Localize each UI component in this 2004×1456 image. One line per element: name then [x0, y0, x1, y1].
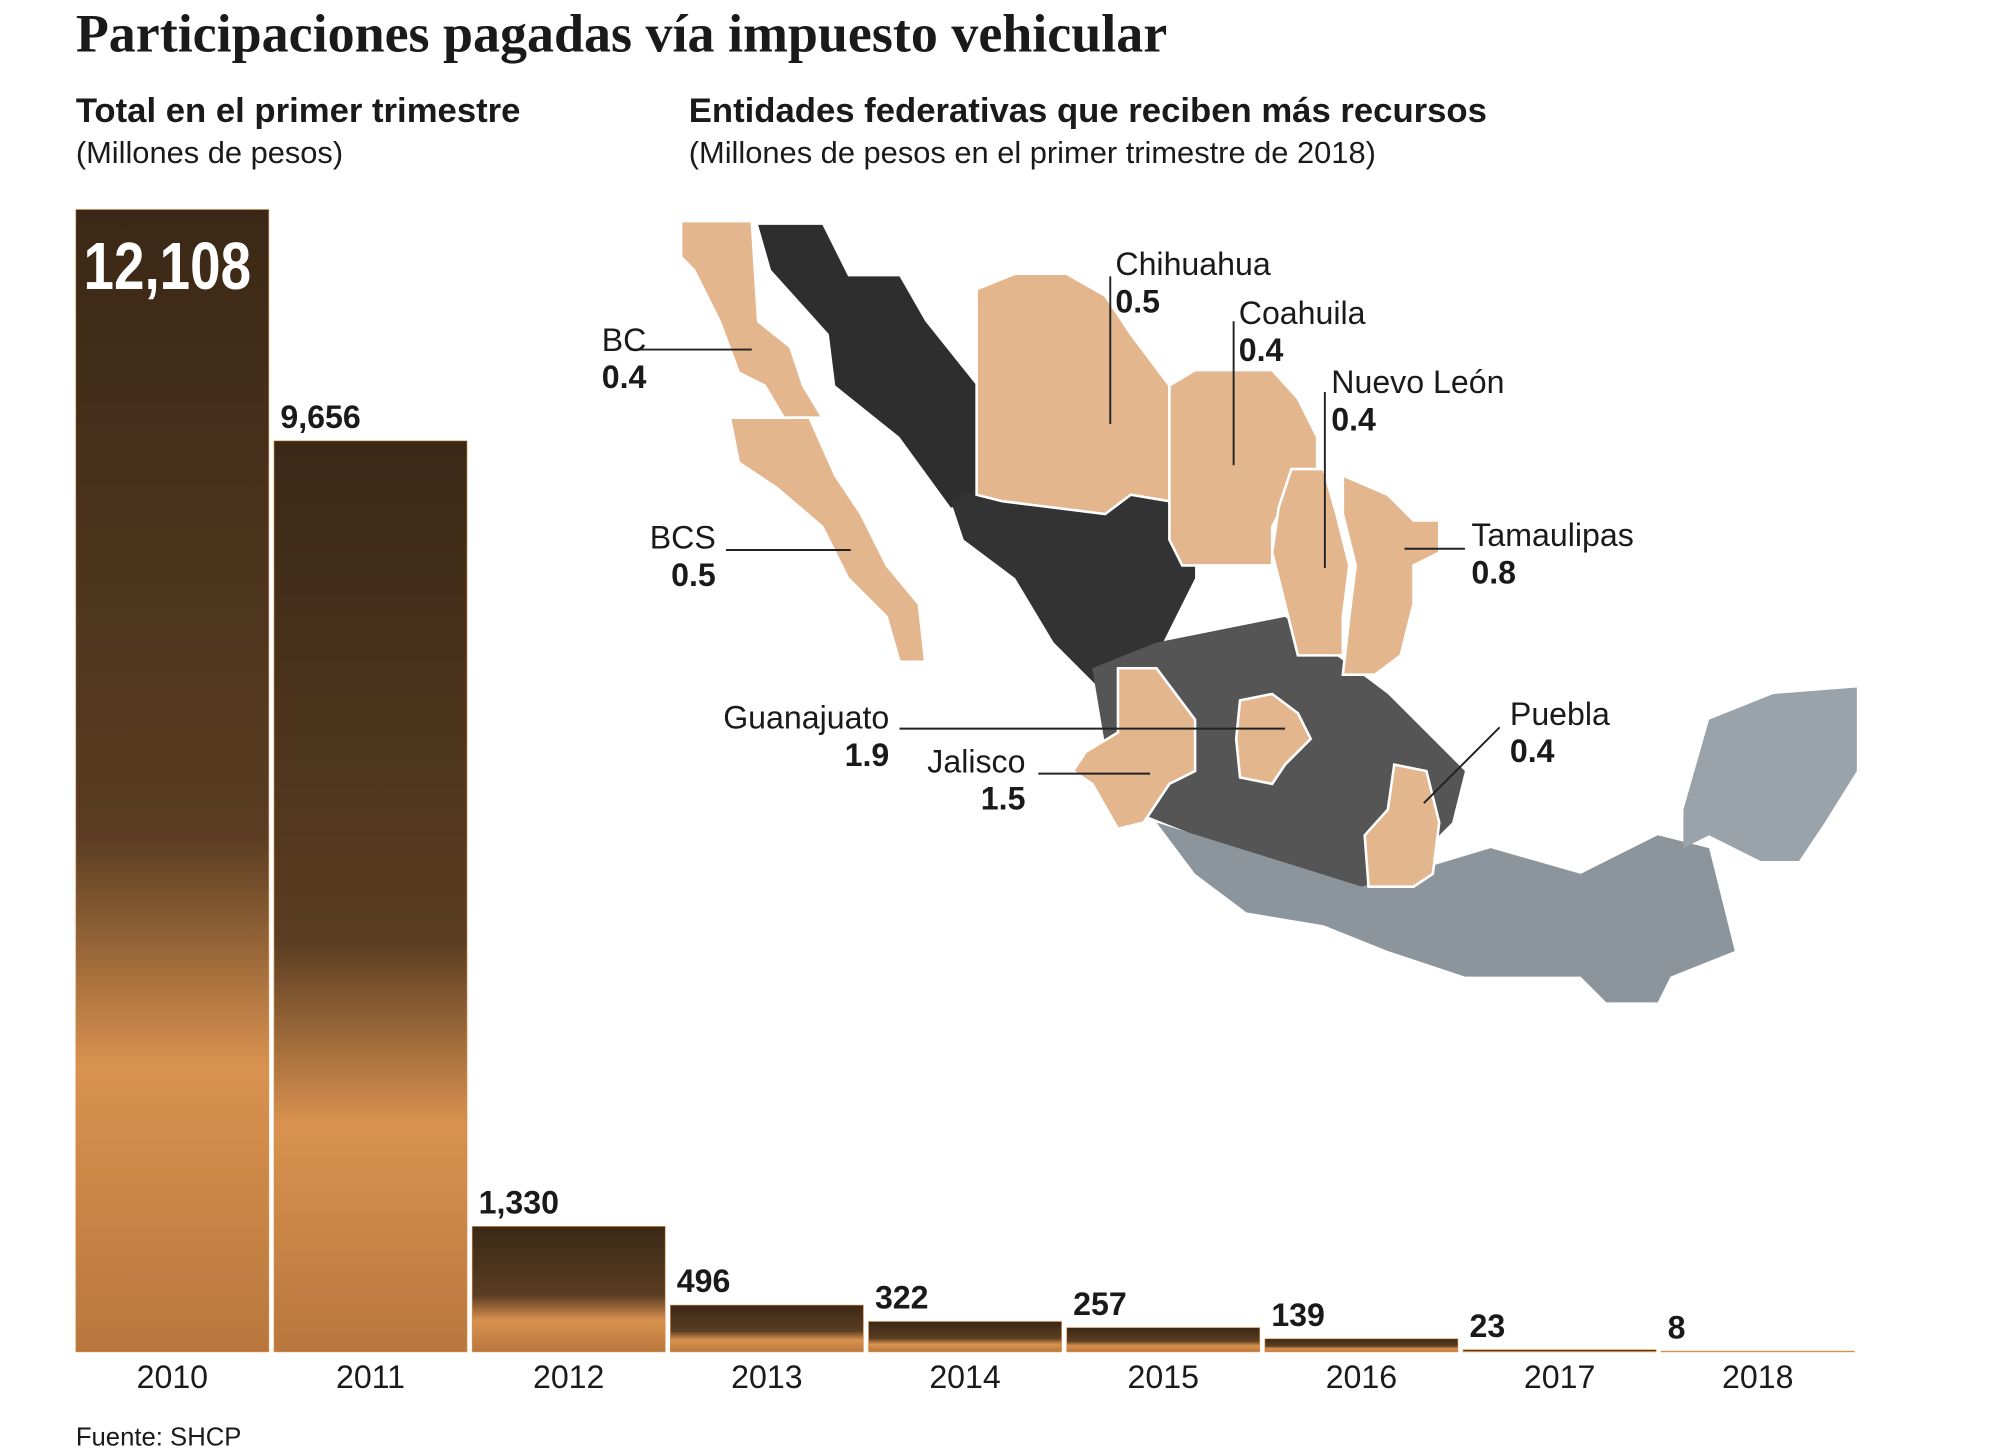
state-shape: [728, 416, 927, 664]
state-value: 0.4: [1510, 733, 1555, 769]
state-name: Jalisco: [927, 743, 1025, 779]
state-name: Nuevo León: [1331, 364, 1504, 400]
x-tick-label: 2014: [929, 1359, 1000, 1395]
state-name: BC: [602, 322, 647, 358]
map-region: [950, 488, 1196, 694]
state-name: Guanajuato: [723, 700, 889, 736]
state-value: 0.4: [1239, 332, 1284, 368]
x-tick-label: 2016: [1326, 1359, 1397, 1395]
bar: [1462, 1349, 1657, 1353]
map-title: Entidades federativas que reciben más re…: [689, 92, 1487, 130]
state-value: 0.4: [1331, 402, 1376, 438]
state-value: 0.4: [602, 359, 647, 395]
bar: [868, 1321, 1062, 1353]
title: Participaciones pagadas vía impuesto veh…: [76, 3, 1167, 63]
bar: [670, 1304, 864, 1353]
x-tick-label: 2017: [1524, 1359, 1595, 1395]
state-value: 0.5: [671, 557, 716, 593]
map-subtitle: (Millones de pesos en el primer trimestr…: [689, 135, 1376, 170]
state-value: 0.8: [1471, 554, 1516, 590]
leader-line: [1423, 726, 1501, 804]
value-label: 496: [677, 1263, 731, 1299]
state-name: Coahuila: [1239, 295, 1366, 331]
x-tick-label: 2013: [731, 1359, 802, 1395]
value-label: 1,330: [479, 1185, 559, 1221]
bar: [75, 209, 270, 1353]
bar: [273, 440, 468, 1353]
bar-subtitle: (Millones de pesos): [76, 135, 343, 170]
value-label: 8: [1668, 1309, 1686, 1345]
x-tick-label: 2012: [533, 1359, 604, 1395]
bar-title: Total en el primer trimestre: [76, 92, 521, 130]
state-shape: [1071, 666, 1197, 831]
x-tick-label: 2010: [137, 1359, 208, 1395]
state-name: BCS: [650, 520, 716, 556]
state-value: 1.5: [981, 781, 1026, 817]
state-shape: [1234, 692, 1313, 786]
value-label: 139: [1271, 1297, 1325, 1333]
bar: [1264, 1338, 1459, 1353]
state-value: 0.5: [1115, 283, 1160, 319]
bar: [471, 1226, 666, 1353]
state-shape: [1363, 763, 1441, 888]
bar: [1660, 1350, 1855, 1353]
state-name: Chihuahua: [1115, 246, 1270, 282]
map-region: [758, 224, 977, 508]
value-label: 23: [1470, 1308, 1506, 1344]
state-name: Puebla: [1510, 696, 1610, 732]
state-shape: [1341, 473, 1441, 676]
state-name: Tamaulipas: [1471, 517, 1633, 553]
state-shape: [1270, 467, 1351, 657]
bar: [1066, 1327, 1261, 1353]
source: Fuente: SHCP: [76, 1424, 242, 1452]
x-tick-label: 2015: [1128, 1359, 1199, 1395]
value-label: 257: [1073, 1286, 1127, 1322]
map-region: [1683, 687, 1857, 862]
x-tick-label: 2018: [1722, 1359, 1793, 1395]
value-label: 12,108: [84, 229, 252, 303]
map-region: [1156, 822, 1735, 1003]
x-tick-label: 2011: [336, 1359, 405, 1395]
value-label: 9,656: [280, 399, 360, 435]
state-value: 1.9: [845, 737, 890, 773]
value-label: 322: [875, 1280, 929, 1316]
